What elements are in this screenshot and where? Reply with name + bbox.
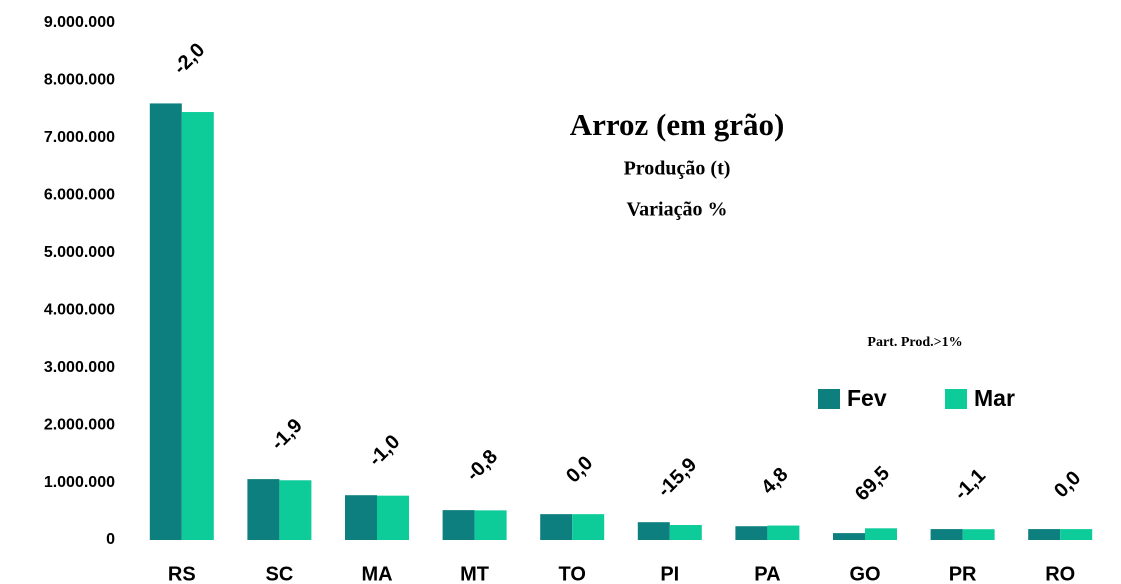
bar xyxy=(669,525,702,540)
x-tick-label: RS xyxy=(168,563,196,584)
y-tick-label: 7.000.000 xyxy=(44,129,115,146)
y-tick-label: 0 xyxy=(106,531,115,548)
x-tick-label: GO xyxy=(849,563,880,584)
y-tick-label: 4.000.000 xyxy=(44,301,115,318)
y-tick-label: 9.000.000 xyxy=(44,14,115,31)
x-tick-label: RO xyxy=(1045,563,1075,584)
legend-label: Mar xyxy=(974,385,1015,411)
bar xyxy=(377,495,409,540)
legend-swatch xyxy=(818,389,840,409)
legend-swatch xyxy=(945,389,967,409)
bar xyxy=(279,480,312,540)
chart-title: Arroz (em grão) xyxy=(570,107,785,142)
bar xyxy=(181,112,214,541)
x-tick-label: PR xyxy=(949,563,977,584)
bar xyxy=(1060,529,1093,540)
bar xyxy=(474,510,507,540)
y-tick-label: 3.000.000 xyxy=(44,359,115,376)
variation-label: 0,0 xyxy=(562,452,597,487)
x-tick-label: MA xyxy=(361,563,392,584)
bar xyxy=(247,479,280,540)
variation-label: -1,0 xyxy=(365,431,405,471)
y-tick-label: 6.000.000 xyxy=(44,187,115,204)
x-tick-label: PI xyxy=(660,563,679,584)
variation-label: 4,8 xyxy=(757,463,792,498)
subtitle: Produção (t) xyxy=(624,158,731,180)
variation-label: 69,5 xyxy=(851,462,894,505)
x-tick-label: MT xyxy=(460,563,489,584)
variation-label: -0,8 xyxy=(462,446,502,486)
variation-label: 0,0 xyxy=(1050,467,1085,502)
x-tick-label: SC xyxy=(266,563,294,584)
y-tick-label: 1.000.000 xyxy=(44,474,115,491)
bar xyxy=(865,528,897,540)
variation-label: -1,9 xyxy=(267,415,307,455)
bar xyxy=(735,526,768,540)
variation-label: -2,0 xyxy=(169,39,209,79)
subtitle: Variação % xyxy=(627,199,728,221)
note: Part. Prod.>1% xyxy=(867,335,962,350)
bar xyxy=(345,495,377,540)
x-tick-label: TO xyxy=(558,563,585,584)
bar xyxy=(767,525,800,540)
variation-label: -15,9 xyxy=(653,454,701,502)
bar xyxy=(1028,529,1061,540)
bar xyxy=(572,514,605,540)
x-tick-label: PA xyxy=(754,563,780,584)
bar xyxy=(442,510,475,540)
bar xyxy=(833,533,865,540)
variation-label: -1,1 xyxy=(950,465,990,505)
y-tick-label: 5.000.000 xyxy=(44,244,115,261)
bar xyxy=(637,522,670,540)
y-tick-label: 2.000.000 xyxy=(44,416,115,433)
y-tick-label: 8.000.000 xyxy=(44,72,115,89)
bar xyxy=(962,529,995,540)
bar xyxy=(930,529,963,540)
bar xyxy=(540,514,573,540)
bar xyxy=(149,103,182,540)
legend-label: Fev xyxy=(847,385,887,411)
